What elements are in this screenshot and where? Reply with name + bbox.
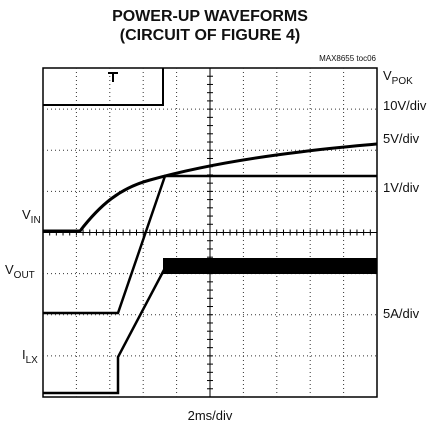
ilx-trace-band — [163, 258, 377, 274]
channel-subscript: IN — [31, 215, 41, 226]
channel-symbol: V — [22, 207, 31, 222]
channel-subscript: POK — [392, 76, 413, 87]
channel-scale: 1V/div — [383, 180, 420, 195]
channel-scale: 5A/div — [383, 306, 420, 321]
chart-subtitle: (CIRCUIT OF FIGURE 4) — [120, 27, 300, 44]
channel-subscript: LX — [26, 355, 39, 366]
channel-symbol: V — [383, 68, 392, 83]
x-axis-label: 2ms/div — [188, 408, 233, 423]
channel-scale: 5V/div — [383, 131, 420, 146]
ilx-trace — [43, 267, 167, 395]
vin-trace — [43, 142, 378, 233]
chart-title: POWER-UP WAVEFORMS — [112, 8, 308, 25]
channel-label: VPOK — [383, 68, 413, 87]
vout-trace — [43, 174, 377, 315]
channel-label: ILX — [22, 347, 38, 366]
channel-label: VOUT — [5, 262, 35, 281]
channel-subscript: OUT — [14, 270, 35, 281]
channel-label: VIN — [22, 207, 41, 226]
channel-symbol: I — [22, 347, 26, 362]
annotation: MAX8655 toc06 — [319, 54, 376, 63]
trigger-marker — [108, 72, 118, 82]
channel-symbol: V — [5, 262, 14, 277]
channel-scale: 10V/div — [383, 98, 427, 113]
vpok-trace — [43, 68, 164, 106]
